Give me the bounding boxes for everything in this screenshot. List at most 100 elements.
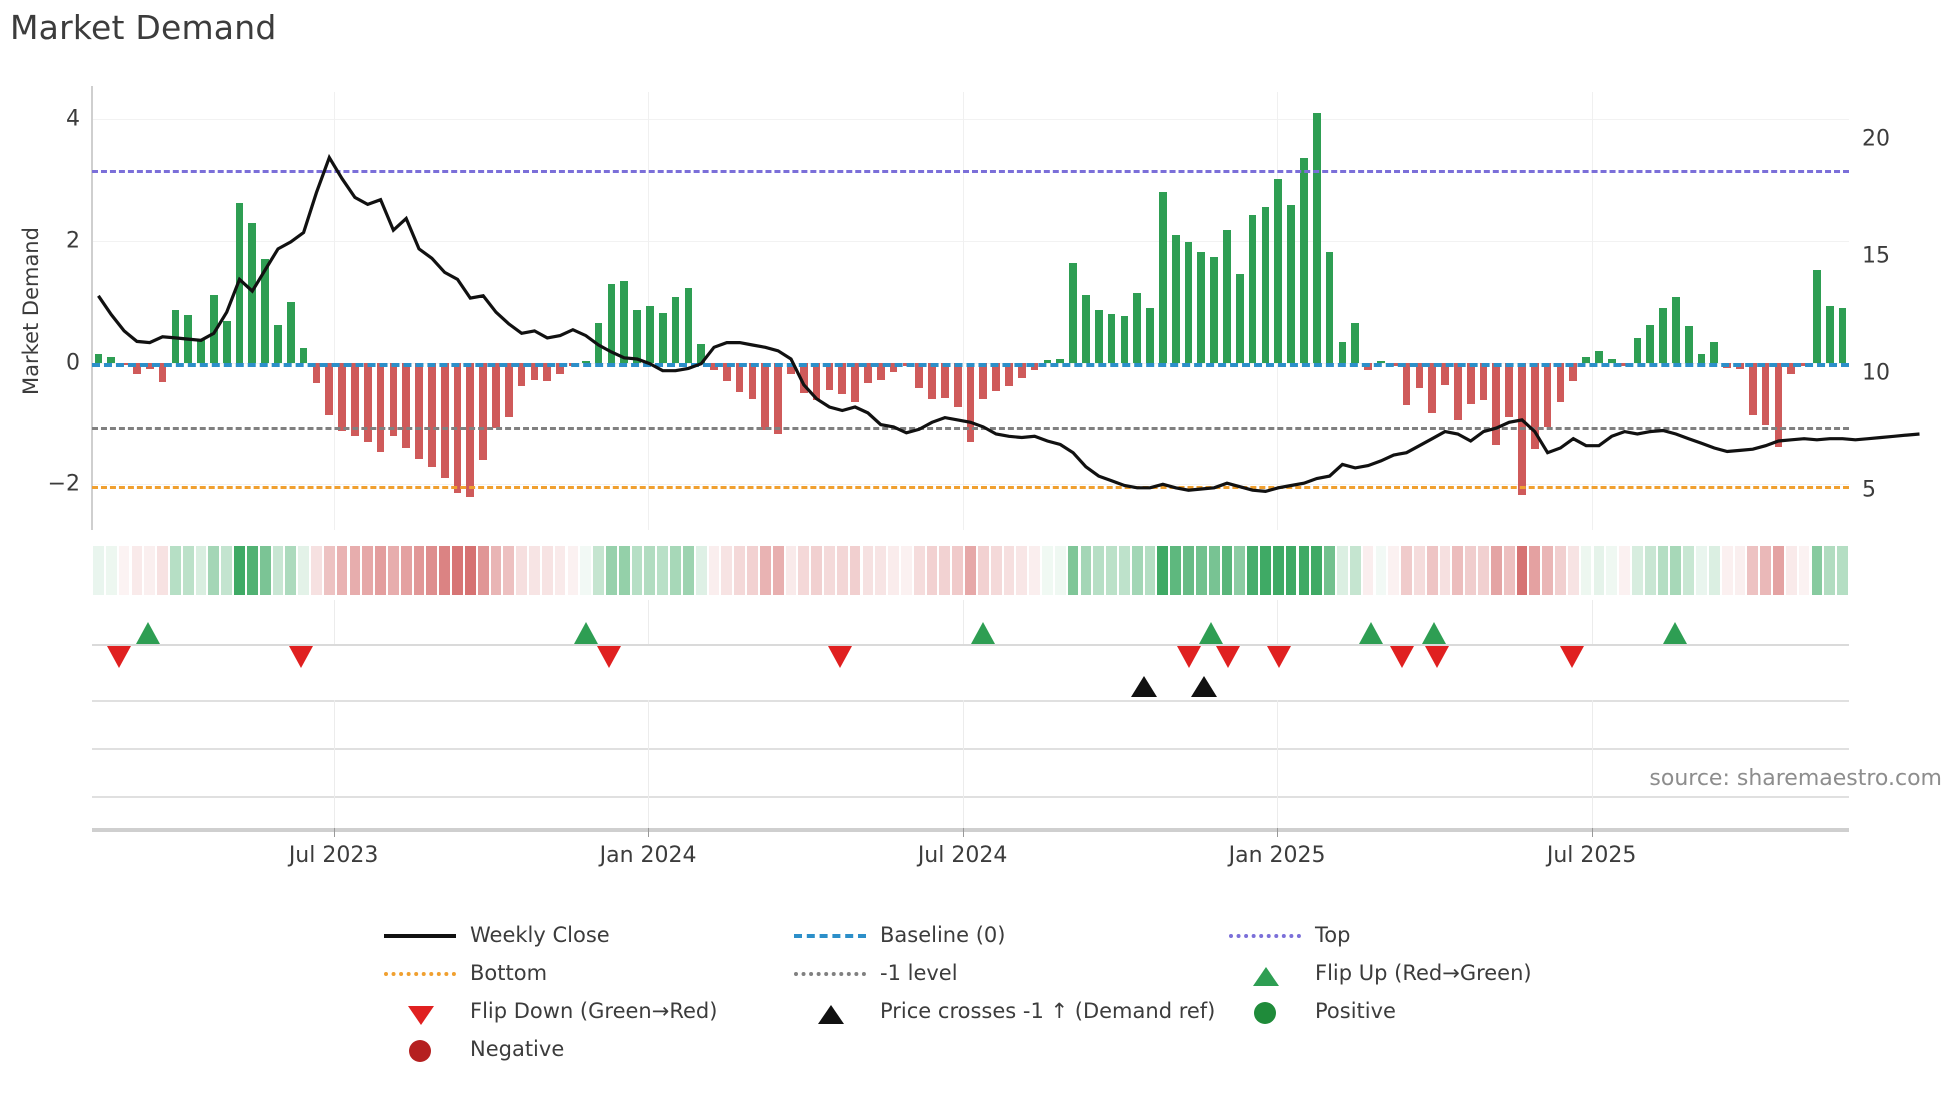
legend-item[interactable]: Flip Up (Red→Green)	[1225, 958, 1532, 988]
demand-bar	[851, 362, 859, 402]
demand-bar	[1069, 262, 1077, 363]
demand-bar	[787, 362, 795, 374]
heat-cell	[157, 546, 168, 595]
heat-cell	[1080, 546, 1092, 595]
legend-solid-line-icon	[380, 920, 460, 950]
demand-bar	[1761, 362, 1770, 425]
flip-up-marker	[1422, 622, 1447, 644]
demand-bar	[197, 339, 205, 363]
heat-cell	[1593, 546, 1605, 595]
gridline-horizontal	[92, 241, 1849, 243]
demand-bar	[530, 362, 539, 380]
heat-cell	[1093, 546, 1105, 595]
demand-bar	[992, 362, 1000, 391]
heat-cell	[798, 546, 810, 595]
heat-cell	[1785, 546, 1797, 595]
heat-cell	[1375, 546, 1387, 595]
heat-cell	[913, 546, 925, 595]
demand-bar	[1466, 362, 1475, 405]
demand-bar	[133, 362, 141, 374]
heat-cell	[131, 546, 143, 595]
gridline-vertical	[1277, 600, 1279, 644]
heat-cell	[477, 546, 489, 595]
weekly-close-line	[97, 153, 1920, 494]
flip-up-marker	[136, 622, 161, 644]
demand-bar	[1453, 362, 1462, 420]
demand-bar	[402, 362, 411, 448]
demand-bar	[1338, 342, 1347, 363]
legend-item-label: -1 level	[880, 961, 958, 985]
flip-down-marker	[1266, 646, 1291, 668]
heat-cell	[1247, 546, 1259, 595]
demand-bar	[1748, 362, 1757, 416]
heat-cell	[836, 546, 848, 595]
heat-cell	[208, 546, 220, 595]
demand-bar	[1043, 360, 1052, 363]
demand-bar	[1813, 270, 1821, 363]
gridline-horizontal	[92, 484, 1849, 486]
flip-down-marker	[1389, 646, 1414, 668]
gridline-vertical	[1591, 700, 1593, 830]
reference-line-baseline-0	[92, 362, 1849, 367]
legend-item[interactable]: Price crosses -1 ↑ (Demand ref)	[790, 996, 1215, 1026]
heat-cell	[875, 546, 887, 595]
gridline-vertical	[648, 600, 650, 644]
demand-bar	[1351, 322, 1360, 363]
heat-cell	[323, 546, 335, 595]
guide-line	[92, 748, 1849, 750]
demand-bar	[517, 362, 526, 386]
demand-bar	[479, 362, 487, 461]
legend-item[interactable]: Positive	[1225, 996, 1396, 1026]
flip-down-marker	[289, 646, 314, 668]
legend-item[interactable]: Baseline (0)	[790, 920, 1005, 950]
heat-cell	[1683, 546, 1695, 595]
gridline-horizontal	[92, 119, 1849, 121]
heat-cell	[1696, 546, 1707, 595]
dotted-line-icon	[794, 972, 866, 976]
reference-line-1-level	[92, 426, 1849, 430]
heat-cell	[1657, 546, 1669, 595]
legend-triangle-down-icon	[380, 996, 460, 1026]
legend-item[interactable]: Weekly Close	[380, 920, 610, 950]
demand-bar	[1787, 362, 1796, 374]
heat-cell	[1208, 546, 1220, 595]
legend-item-label: Top	[1315, 923, 1351, 947]
demand-bar	[363, 362, 372, 442]
legend-item-label: Weekly Close	[470, 923, 610, 947]
x-tick-label: Jan 2024	[599, 843, 697, 868]
gridline-vertical	[333, 600, 335, 644]
heat-cell	[1555, 546, 1566, 595]
heat-cell	[1439, 546, 1451, 595]
heat-cell	[246, 546, 258, 595]
dotted-line-icon	[1229, 934, 1301, 938]
heat-cell	[1067, 546, 1079, 595]
demand-bar	[1556, 362, 1565, 402]
legend-item[interactable]: Top	[1225, 920, 1350, 950]
legend-item[interactable]: Flip Down (Green→Red)	[380, 996, 717, 1026]
heat-cell	[900, 546, 912, 595]
heat-cell	[1221, 546, 1233, 595]
gridline-vertical	[333, 92, 335, 530]
demand-bar	[466, 362, 475, 497]
heat-cell	[490, 546, 502, 595]
demand-bar	[1415, 362, 1424, 389]
legend-item[interactable]: Negative	[380, 1034, 564, 1064]
guide-line	[92, 796, 1849, 798]
demand-bar	[492, 362, 500, 429]
demand-bar	[209, 294, 218, 363]
heat-cell	[1426, 546, 1438, 595]
heat-cell	[426, 546, 438, 595]
heat-cell	[1529, 546, 1541, 595]
flip-down-marker	[597, 646, 622, 668]
heat-cell	[862, 546, 874, 595]
heat-cell	[439, 546, 451, 595]
heat-cell	[1567, 546, 1579, 595]
heat-cell	[1721, 546, 1733, 595]
legend-item[interactable]: -1 level	[790, 958, 958, 988]
heat-cell	[1452, 546, 1464, 595]
legend-item[interactable]: Bottom	[380, 958, 547, 988]
markers-axis-line	[92, 644, 1849, 646]
demand-bar	[1595, 350, 1603, 363]
reference-line-bottom	[92, 485, 1849, 489]
reference-line-top	[92, 169, 1849, 173]
